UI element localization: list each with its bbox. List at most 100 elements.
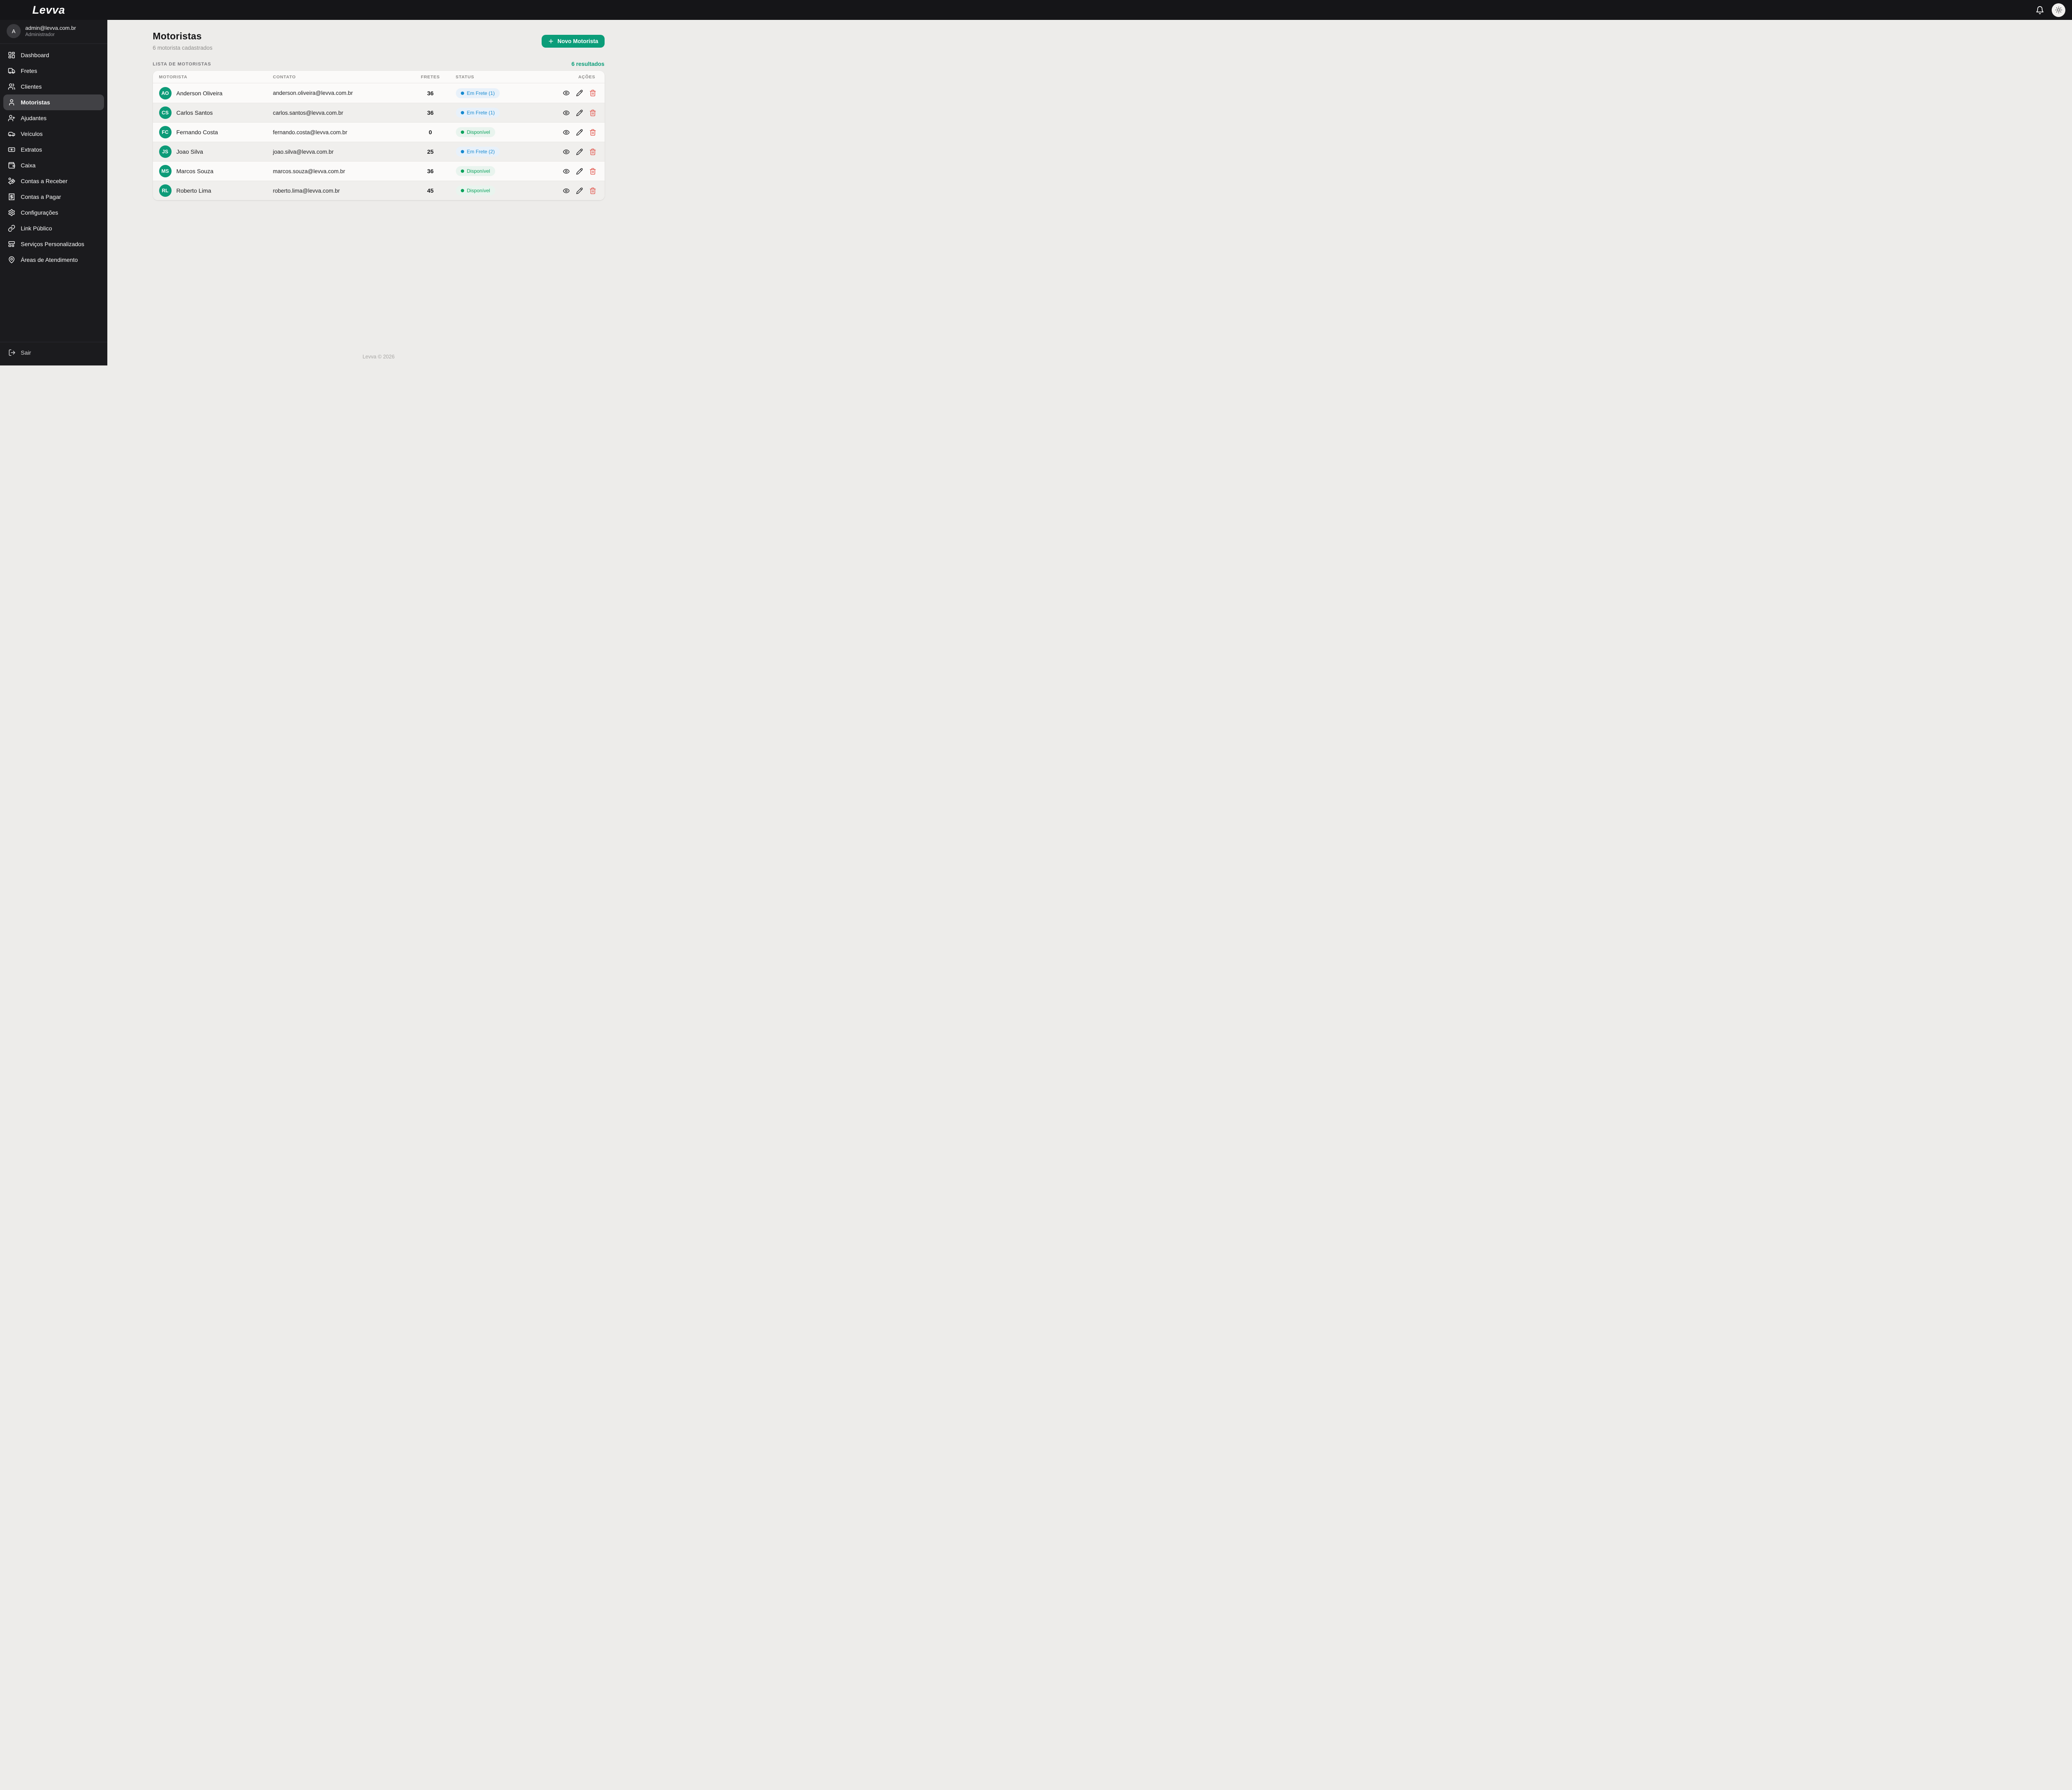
banknote-icon (8, 146, 15, 153)
sidebar-item-clientes[interactable]: Clientes (3, 79, 104, 94)
driver-avatar: JS (159, 145, 172, 158)
receipt-icon (8, 193, 15, 201)
column-header-acoes: AÇÕES (578, 74, 595, 80)
cell-actions (553, 187, 605, 194)
sidebar-item-label: Contas a Pagar (21, 194, 61, 200)
edit-button[interactable] (576, 187, 583, 194)
status-dot-icon (460, 131, 464, 134)
status-dot-icon (460, 169, 464, 173)
driver-fretes-count: 0 (428, 129, 432, 135)
sidebar: A admin@levva.com.br Administrador Dashb… (0, 20, 107, 365)
sidebar-item-fretes[interactable]: Fretes (3, 63, 104, 79)
pencil-icon (576, 168, 583, 175)
driver-email: marcos.souza@levva.com.br (273, 168, 345, 174)
column-header-fretes: FRETES (421, 74, 440, 80)
theme-toggle-button[interactable] (2052, 3, 2065, 17)
sidebar-item-label: Dashboard (21, 52, 49, 58)
notifications-button[interactable] (2036, 6, 2044, 15)
new-motorista-button[interactable]: Novo Motorista (542, 35, 605, 48)
sidebar-item-servicos-personalizados[interactable]: Serviços Personalizados (3, 236, 104, 252)
page-content: Motoristas 6 motorista cadastrados Novo … (152, 20, 605, 200)
sidebar-menu: Dashboard Fretes Clientes Motoristas Ajudant… (0, 47, 107, 342)
logout-button[interactable]: Sair (7, 347, 33, 358)
edit-button[interactable] (576, 129, 583, 136)
status-badge: Em Frete (1) (455, 88, 500, 98)
view-button[interactable] (563, 109, 570, 116)
map-pin-icon (8, 256, 15, 264)
sidebar-item-caixa[interactable]: Caixa (3, 157, 104, 173)
delete-button[interactable] (589, 168, 596, 175)
pencil-icon (576, 90, 583, 97)
delete-button[interactable] (589, 148, 596, 155)
sidebar-item-label: Veículos (21, 131, 43, 137)
status-label: Em Frete (2) (467, 149, 495, 155)
eye-icon (563, 129, 570, 136)
cell-actions (553, 109, 605, 116)
driver-avatar: RL (159, 184, 172, 197)
driver-avatar: FC (159, 126, 172, 138)
sidebar-item-areas-de-atendimento[interactable]: Áreas de Atendimento (3, 252, 104, 268)
view-button[interactable] (563, 90, 570, 97)
eye-icon (563, 187, 570, 194)
edit-button[interactable] (576, 168, 583, 175)
main-area: Motoristas 6 motorista cadastrados Novo … (107, 20, 650, 365)
logout-label: Sair (21, 349, 31, 356)
cell-motorista: AO Anderson Oliveira (153, 87, 273, 99)
edit-button[interactable] (576, 148, 583, 155)
new-motorista-label: Novo Motorista (557, 38, 598, 44)
delete-button[interactable] (589, 90, 596, 97)
driver-email: fernando.costa@levva.com.br (273, 129, 348, 135)
sidebar-item-label: Link Público (21, 225, 52, 232)
sidebar-item-contas-a-receber[interactable]: Contas a Receber (3, 173, 104, 189)
cell-motorista: FC Fernando Costa (153, 126, 273, 138)
column-header-contato: CONTATO (273, 74, 296, 80)
pencil-icon (576, 109, 583, 116)
sidebar-item-ajudantes[interactable]: Ajudantes (3, 110, 104, 126)
results-count: 6 resultados (571, 61, 605, 67)
cell-actions (553, 129, 605, 136)
driver-fretes-count: 25 (427, 148, 434, 155)
sidebar-item-extratos[interactable]: Extratos (3, 142, 104, 157)
car-icon (8, 130, 15, 138)
plus-icon (548, 38, 554, 44)
user-icon (8, 99, 15, 106)
list-label: LISTA DE MOTORISTAS (152, 61, 211, 67)
status-label: Em Frete (1) (467, 90, 495, 96)
sidebar-user-block: A admin@levva.com.br Administrador (0, 20, 107, 44)
sidebar-bottom: Sair (0, 342, 107, 365)
title-block: Motoristas 6 motorista cadastrados (153, 31, 213, 51)
edit-button[interactable] (576, 109, 583, 116)
view-button[interactable] (563, 148, 570, 155)
sidebar-item-configuracoes[interactable]: Configurações (3, 205, 104, 220)
status-badge: Disponível (455, 166, 495, 176)
motoristas-table-card: MOTORISTA CONTATO FRETES STATUS AÇÕES AO… (152, 71, 605, 200)
view-button[interactable] (563, 168, 570, 175)
status-badge: Em Frete (2) (455, 147, 500, 157)
view-button[interactable] (563, 129, 570, 136)
sidebar-item-label: Ajudantes (21, 115, 47, 121)
sidebar-item-dashboard[interactable]: Dashboard (3, 47, 104, 63)
driver-name: Joao Silva (176, 148, 203, 155)
status-label: Disponível (467, 129, 490, 135)
sidebar-item-contas-a-pagar[interactable]: Contas a Pagar (3, 189, 104, 205)
sidebar-item-link-publico[interactable]: Link Público (3, 220, 104, 236)
table-header: MOTORISTA CONTATO FRETES STATUS AÇÕES (152, 71, 605, 83)
sidebar-item-veiculos[interactable]: Veículos (3, 126, 104, 142)
eye-icon (563, 109, 570, 116)
status-label: Disponível (467, 188, 490, 194)
table-row: CS Carlos Santos carlos.santos@levva.com… (152, 103, 605, 122)
table-body: AO Anderson Oliveira anderson.oliveira@l… (152, 83, 605, 200)
driver-fretes-count: 36 (427, 90, 434, 97)
view-button[interactable] (563, 187, 570, 194)
dashboard-icon (8, 51, 15, 59)
edit-button[interactable] (576, 90, 583, 97)
delete-button[interactable] (589, 187, 596, 194)
sidebar-item-label: Extratos (21, 146, 42, 153)
delete-button[interactable] (589, 109, 596, 116)
sidebar-item-label: Serviços Personalizados (21, 241, 85, 247)
delete-button[interactable] (589, 129, 596, 136)
table-row: RL Roberto Lima roberto.lima@levva.com.b… (152, 181, 605, 200)
sidebar-item-motoristas[interactable]: Motoristas (3, 94, 104, 110)
bell-icon (2036, 6, 2044, 15)
eye-icon (563, 148, 570, 155)
